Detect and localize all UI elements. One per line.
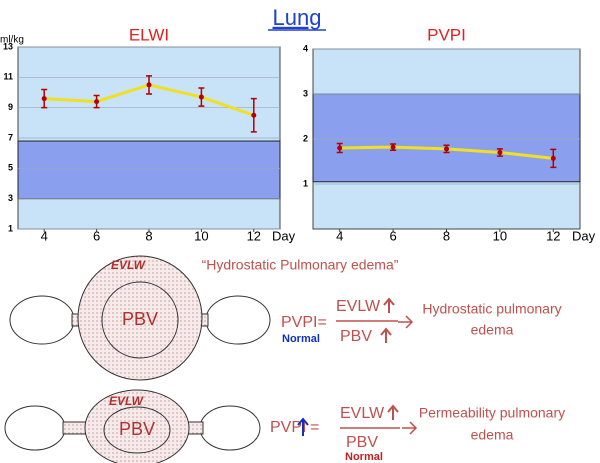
right-arrow bbox=[398, 315, 414, 329]
normal-band bbox=[17, 140, 281, 200]
diagram-row: “Hydrostatic Pulmonary edema” EVLW PBV P… bbox=[9, 255, 562, 381]
y-tick-label: 1 bbox=[8, 223, 13, 233]
data-point bbox=[94, 99, 100, 105]
x-tick-label: 4 bbox=[336, 228, 343, 243]
data-point bbox=[444, 146, 449, 152]
ring-label: EVLW bbox=[109, 394, 145, 408]
y-tick-label: 13 bbox=[3, 41, 13, 51]
vessel bbox=[205, 295, 271, 345]
data-point bbox=[390, 144, 396, 150]
x-tick-label: 6 bbox=[389, 228, 396, 243]
chart-title: ELWI bbox=[129, 25, 169, 44]
y-tick-label: 2 bbox=[303, 133, 308, 143]
y-tick-label: 1 bbox=[303, 178, 308, 188]
numerator: EVLW bbox=[336, 298, 381, 315]
data-point bbox=[251, 112, 257, 118]
y-tick-label: 5 bbox=[8, 163, 13, 173]
y-tick-label: 7 bbox=[8, 132, 13, 142]
y-tick-label: 3 bbox=[8, 193, 13, 203]
note: Normal bbox=[282, 333, 320, 345]
denominator: PBV bbox=[340, 328, 372, 345]
core-label: PBV bbox=[122, 309, 158, 329]
x-tick-label: 8 bbox=[145, 228, 152, 243]
data-point bbox=[550, 155, 556, 161]
x-tick-label: 10 bbox=[194, 228, 208, 243]
numerator: EVLW bbox=[340, 405, 385, 422]
normal-band bbox=[312, 93, 581, 183]
x-axis-label: Day bbox=[272, 228, 296, 243]
y-tick-label: 9 bbox=[8, 102, 13, 112]
result: edema bbox=[471, 322, 514, 338]
lhs: PVPI bbox=[270, 419, 306, 436]
core bbox=[103, 406, 171, 454]
up-arrow bbox=[297, 417, 309, 436]
data-point bbox=[497, 150, 503, 155]
note: Normal bbox=[345, 451, 383, 463]
slide-title: Lung bbox=[273, 5, 322, 30]
denominator: PBV bbox=[346, 434, 378, 451]
x-tick-label: 10 bbox=[493, 228, 507, 243]
x-tick-label: 8 bbox=[443, 228, 450, 243]
x-tick-label: 12 bbox=[247, 228, 261, 243]
x-tick-label: 4 bbox=[41, 228, 48, 243]
x-axis-label: Day bbox=[572, 228, 596, 243]
caption: “Hydrostatic Pulmonary edema” bbox=[202, 257, 399, 273]
up-arrow bbox=[387, 404, 399, 420]
data-point bbox=[41, 96, 47, 102]
diagram-row: EVLW PBV PVPI = EVLW PBV Normal Permeabi… bbox=[4, 389, 565, 463]
y-tick-label: 4 bbox=[303, 43, 308, 53]
vessel bbox=[9, 295, 75, 345]
y-axis-label: ml/kg bbox=[0, 35, 24, 46]
equals: = bbox=[310, 419, 319, 436]
y-tick-label: 11 bbox=[3, 72, 13, 82]
data-point bbox=[337, 145, 343, 151]
right-arrow bbox=[402, 421, 418, 435]
result: edema bbox=[471, 427, 514, 443]
core bbox=[101, 281, 179, 359]
up-arrow bbox=[380, 327, 392, 343]
data-point bbox=[146, 82, 152, 88]
chart-title: PVPI bbox=[427, 25, 466, 44]
x-tick-label: 6 bbox=[93, 228, 100, 243]
result: Hydrostatic pulmonary bbox=[422, 301, 561, 317]
lhs: PVPI= bbox=[281, 314, 327, 331]
core-label: PBV bbox=[119, 419, 155, 439]
x-tick-label: 12 bbox=[546, 228, 560, 243]
vessel bbox=[199, 405, 261, 451]
ring-label: EVLW bbox=[111, 258, 147, 272]
y-tick-label: 3 bbox=[303, 88, 308, 98]
up-arrow bbox=[383, 297, 395, 313]
data-point bbox=[198, 94, 204, 100]
vessel bbox=[4, 405, 66, 451]
result: Permeability pulmonary bbox=[419, 405, 565, 421]
